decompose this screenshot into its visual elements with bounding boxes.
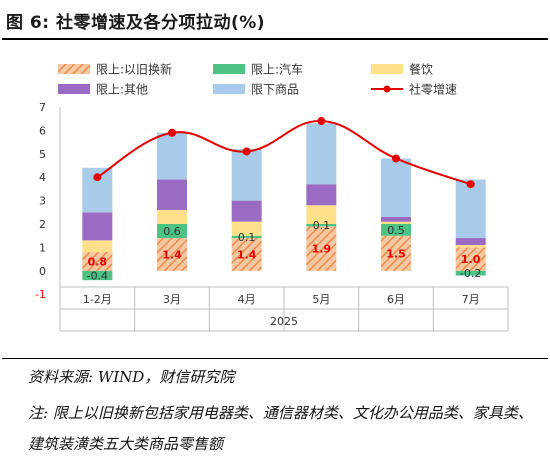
legend-label-total: 社零增速 xyxy=(409,82,457,97)
legend-swatch-other xyxy=(58,84,90,94)
bar-trade_in xyxy=(231,238,262,271)
bar-auto xyxy=(455,270,486,276)
title-divider xyxy=(2,38,548,40)
bar-other xyxy=(306,184,337,206)
legend-swatch-below xyxy=(213,84,245,94)
figure-title: 图 6: 社零增速及各分项拉动(%) xyxy=(6,13,266,33)
bar-other xyxy=(381,216,411,222)
total-line-point xyxy=(93,173,102,182)
bar-below xyxy=(381,158,411,217)
bar-other xyxy=(157,179,187,210)
total-line-point xyxy=(466,180,475,189)
total-line-path xyxy=(96,120,471,186)
y-tick-label: 0 xyxy=(39,265,46,278)
bar-auto xyxy=(82,270,113,281)
y-tick-label: 4 xyxy=(39,171,46,184)
figure-bottom-rule xyxy=(2,358,548,359)
data-label-trade_in: 1.0 xyxy=(461,253,481,266)
data-label-auto: 0.5 xyxy=(387,224,405,237)
chart-axes: -1 0 1 2 3 4 5 6 7 1-2月 3月 4月 5月 6月 7月 2025 xyxy=(35,101,509,332)
y-tick-label: -1 xyxy=(35,288,46,301)
legend-swatch-trade_in xyxy=(58,64,90,74)
legend-label-catering: 餐饮 xyxy=(409,62,433,77)
bar-catering xyxy=(231,221,262,236)
y-tick-label: 5 xyxy=(39,148,46,161)
x-tick-label: 6月 xyxy=(387,293,405,306)
bar-catering xyxy=(157,209,187,224)
y-tick-label: 7 xyxy=(39,101,46,114)
legend-label-below: 限下商品 xyxy=(251,82,299,97)
total-line-point xyxy=(317,117,326,126)
data-label-trade_in: 1.5 xyxy=(386,247,406,260)
bar-catering xyxy=(381,221,411,224)
data-source: 资料来源: WIND，财信研究院 xyxy=(28,368,235,386)
data-label-trade_in: 1.9 xyxy=(312,243,332,256)
legend-swatch-auto xyxy=(213,64,245,74)
x-tick-label: 5月 xyxy=(312,293,330,306)
chart-bars xyxy=(82,123,486,281)
data-label-auto: 0.1 xyxy=(313,219,331,232)
bar-catering xyxy=(306,205,337,224)
data-label-trade_in: 1.4 xyxy=(162,248,182,261)
x-tick-label: 7月 xyxy=(462,293,480,306)
data-label-trade_in: 1.4 xyxy=(237,248,257,261)
x-tick-label: 3月 xyxy=(163,293,181,306)
y-tick-label: 1 xyxy=(39,241,46,254)
y-tick-label: 2 xyxy=(39,218,46,231)
bar-trade_in xyxy=(82,252,113,271)
bar-trade_in xyxy=(157,238,187,271)
bar-auto xyxy=(231,235,262,239)
legend-label-other: 限上:其他 xyxy=(96,83,148,97)
x-group-label: 2025 xyxy=(270,315,298,328)
total-line-point xyxy=(168,128,176,137)
x-tick-label: 1-2月 xyxy=(83,293,112,306)
bar-trade_in xyxy=(455,247,486,271)
total-line-point xyxy=(242,147,251,156)
bar-below xyxy=(231,149,262,201)
x-tick-label: 4月 xyxy=(238,293,256,306)
bar-catering xyxy=(82,240,113,253)
y-tick-label: 6 xyxy=(39,124,46,137)
total-line-point xyxy=(392,154,400,163)
data-label-auto: -0.2 xyxy=(460,267,481,280)
figure-note: 注: 限上以旧换新包括家用电器类、通信器材类、文化办公用品类、家具类、建筑装潢类… xyxy=(28,404,533,453)
bar-other xyxy=(455,238,486,246)
bar-below xyxy=(157,132,187,180)
bar-catering xyxy=(455,245,486,248)
data-label-auto: 0.6 xyxy=(163,225,181,238)
legend-swatch-catering xyxy=(371,64,403,74)
bar-below xyxy=(455,179,486,239)
y-tick-label: 3 xyxy=(39,195,46,208)
legend-label-trade_in: 限上:以旧换新 xyxy=(96,62,172,77)
bar-auto xyxy=(306,224,337,227)
chart-data-labels: 0.8 1.4 1.4 1.9 1.5 1.0 -0.4 0.6 0.1 0.1 0.5 -0.2 xyxy=(87,219,482,282)
bar-trade_in xyxy=(381,235,411,271)
total-growth-line xyxy=(93,117,475,189)
bar-auto xyxy=(381,224,411,236)
bar-trade_in xyxy=(306,226,337,271)
data-label-trade_in: 0.8 xyxy=(88,255,108,268)
bar-auto xyxy=(157,224,187,239)
bar-other xyxy=(231,200,262,222)
data-label-auto: -0.4 xyxy=(87,269,108,282)
legend-label-auto: 限上:汽车 xyxy=(251,62,303,77)
data-label-auto: 0.1 xyxy=(238,231,256,244)
bar-other xyxy=(82,212,113,241)
legend-marker xyxy=(383,85,391,93)
bar-below xyxy=(306,123,337,185)
